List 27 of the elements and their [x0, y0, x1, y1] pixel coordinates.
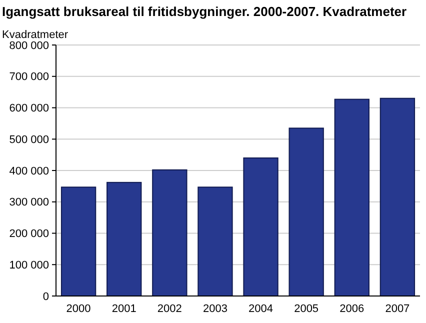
y-tick-label: 500 000: [9, 134, 49, 146]
y-tick-label: 600 000: [9, 102, 49, 115]
x-tick-label: 2004: [248, 303, 274, 315]
y-tick-label: 0: [42, 290, 49, 303]
y-tick-label: 700 000: [9, 71, 49, 84]
y-tick-label: 400 000: [9, 165, 49, 178]
bar: [152, 169, 188, 296]
bar: [380, 98, 416, 296]
x-tick-label: 2007: [385, 303, 410, 315]
y-tick-label: 200 000: [9, 228, 49, 240]
x-tick-label: 2002: [157, 303, 182, 315]
x-tick-label: 2000: [66, 303, 91, 315]
bar: [243, 157, 278, 296]
bar: [106, 182, 142, 296]
x-tick-label: 2003: [202, 303, 228, 315]
y-tick-label: 300 000: [9, 196, 49, 209]
y-tick-label: 100 000: [9, 259, 49, 272]
x-tick-label: 2005: [294, 303, 319, 315]
x-tick-label: 2006: [340, 303, 364, 315]
bar: [288, 128, 324, 296]
x-tick-label: 2001: [112, 303, 136, 315]
bar: [198, 186, 233, 296]
y-tick-label: 800 000: [9, 40, 49, 52]
bar: [60, 186, 96, 296]
y-axis-title: Kvadratmeter: [2, 29, 68, 41]
chart-title: Igangsatt bruksareal til fritidsbygninger. 2000-2007. Kvadratmeter: [2, 4, 407, 19]
bar: [334, 98, 370, 296]
